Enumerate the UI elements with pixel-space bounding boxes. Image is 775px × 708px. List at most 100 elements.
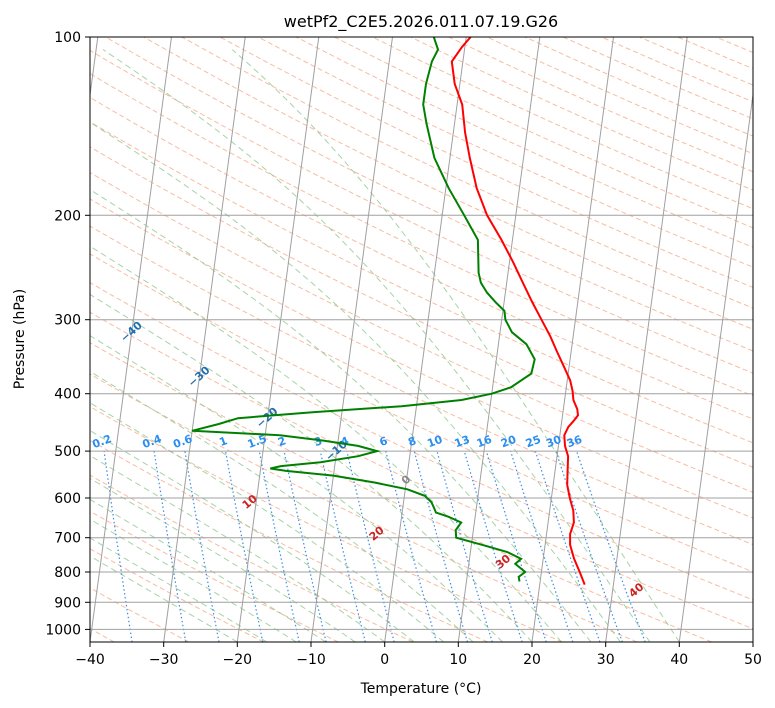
x-tick-label: −20	[223, 652, 253, 668]
x-tick-label: 30	[597, 652, 615, 668]
isotherm	[605, 37, 688, 642]
moist-adiabat	[90, 537, 268, 642]
isotherm	[310, 37, 393, 642]
moist-adiabat	[90, 370, 474, 642]
plot-area: −100−90−80−70−60−50−40−30−20−10010203040…	[50, 37, 775, 642]
dry-adiabat	[90, 548, 264, 642]
dry-adiabat	[677, 37, 753, 70]
mixing-ratio-line	[103, 451, 133, 642]
y-tick-label: 700	[54, 531, 81, 547]
mixing-ratio-label: 6	[378, 434, 390, 449]
dry-adiabat	[372, 37, 753, 210]
mixing-ratio-line	[463, 450, 523, 642]
x-tick-label: −40	[75, 652, 105, 668]
dry-adiabat	[143, 37, 753, 330]
dry-adiabat	[562, 37, 753, 120]
mixing-ratio-label: 36	[565, 433, 584, 451]
isotherm	[457, 37, 541, 642]
y-tick-label: 1000	[45, 622, 81, 638]
dry-adiabat	[754, 37, 775, 642]
chart-title: wetPf2_C2E5.2026.011.07.19.G26	[284, 12, 558, 32]
mixing-ratio-line	[555, 450, 623, 642]
moist-adiabat	[90, 189, 592, 642]
x-tick-label: 10	[449, 652, 467, 668]
y-tick-label: 900	[54, 595, 81, 611]
dry-adiabat	[90, 73, 753, 397]
dry-adiabat	[105, 37, 753, 352]
mixing-ratio-label: 13	[453, 433, 472, 450]
moist-adiabat	[90, 455, 385, 642]
dry-adiabat	[334, 37, 753, 229]
mixing-ratio-line	[534, 450, 601, 642]
isotherm	[90, 37, 99, 99]
moist-adiabat	[90, 555, 238, 642]
y-tick-label: 100	[54, 30, 81, 46]
dry-adiabat	[90, 198, 753, 519]
moist-adiabat	[90, 335, 503, 642]
isotherms	[90, 37, 753, 642]
dry-adiabat	[90, 253, 753, 573]
moist-adiabat	[90, 518, 297, 642]
isotherm	[678, 91, 753, 642]
y-tick-label: 600	[54, 491, 81, 507]
background-line-labels: −100−90−80−70−60−50−40−30−20−10010203040…	[50, 274, 647, 601]
isotherm-label: −50	[50, 274, 77, 300]
dry-adiabat	[90, 311, 753, 630]
mixing-ratio-label: 1	[218, 434, 230, 449]
theta-label: 40	[626, 580, 646, 600]
y-tick-label: 400	[54, 387, 81, 403]
mixing-ratio-label: 0.2	[91, 432, 114, 451]
mixing-ratio-label: 0.6	[171, 432, 194, 451]
y-axis-ticks: 100 200 300 400 500 600 700 800 900 1000	[45, 30, 90, 638]
x-tick-label: −30	[149, 652, 179, 668]
isotherm-label: 0	[399, 472, 414, 487]
pressure-gridlines	[90, 37, 753, 630]
x-tick-label: −10	[296, 652, 326, 668]
moist-adiabat	[231, 49, 680, 642]
mixing-ratio-line	[485, 450, 547, 642]
dry-adiabat	[639, 37, 753, 86]
moist-adiabats	[90, 49, 680, 642]
mixing-ratio-line	[576, 450, 646, 642]
dry-adiabat	[524, 37, 753, 137]
dry-adiabat	[90, 406, 563, 642]
mixing-ratio-line	[184, 450, 220, 642]
moist-adiabat	[90, 121, 621, 642]
y-tick-label: 500	[54, 444, 81, 460]
x-axis-label: Temperature (°C)	[360, 681, 482, 697]
x-tick-label: 20	[523, 652, 541, 668]
mixing-ratio-label: 1.5	[246, 432, 269, 451]
x-axis-ticks: −40 −30 −20 −10 0 10 20 30 40 50	[75, 642, 762, 668]
moist-adiabat	[90, 429, 415, 642]
isotherm	[163, 37, 246, 642]
mixing-ratio-label: 2	[276, 434, 288, 449]
mixing-ratio-line	[258, 450, 300, 642]
y-tick-label: 800	[54, 565, 81, 581]
mixing-ratio-label: 8	[406, 434, 418, 449]
dry-adiabat	[715, 37, 753, 53]
x-tick-label: 50	[744, 652, 762, 668]
theta-label: 20	[367, 523, 387, 543]
moist-adiabat	[90, 245, 562, 642]
isotherm	[90, 37, 172, 642]
dry-adiabat	[90, 96, 753, 420]
isotherm	[531, 37, 614, 642]
dry-adiabat	[90, 146, 753, 468]
dry-adiabat	[90, 587, 190, 642]
mixing-ratio-label: 4	[339, 434, 351, 449]
dry-adiabat	[90, 49, 753, 374]
mixing-ratio-label: 16	[475, 433, 494, 451]
y-tick-label: 200	[54, 208, 81, 224]
isotherm	[752, 638, 753, 642]
dry-adiabat	[90, 281, 753, 601]
mixing-ratio-label: 3	[312, 434, 324, 449]
dry-adiabat	[90, 373, 638, 642]
plot-frame	[89, 36, 754, 643]
mixing-ratio-line	[224, 450, 264, 642]
mixing-ratio-label: 25	[524, 433, 543, 450]
mixing-ratio-line	[436, 450, 493, 642]
moist-adiabat	[90, 402, 444, 642]
y-tick-label: 300	[54, 313, 81, 329]
temperature-line	[450, 37, 586, 585]
isotherm-label: −20	[254, 405, 281, 431]
